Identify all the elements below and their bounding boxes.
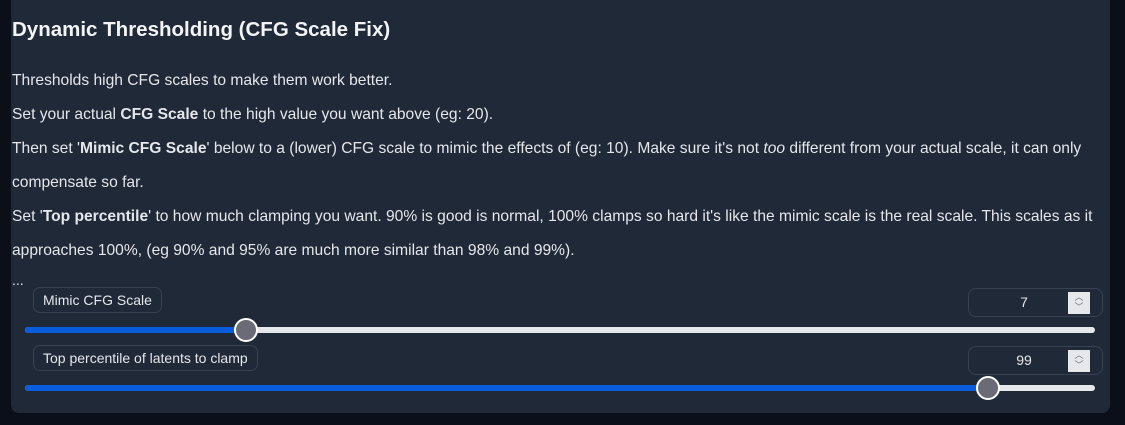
slider-thumb[interactable] [976, 376, 1000, 400]
ellipsis: ... [12, 272, 24, 288]
mimic-cfg-scale-input[interactable]: 7 ︿ ﹀ [968, 288, 1103, 317]
slider-thumb[interactable] [234, 318, 259, 342]
slider-fill [25, 385, 988, 391]
up-down-chevron-icon[interactable]: ︿ ﹀ [1068, 350, 1090, 372]
description: Thresholds high CFG scales to make them … [12, 64, 1097, 268]
mimic-cfg-scale-label: Mimic CFG Scale [33, 287, 162, 313]
top-percentile-label: Top percentile of latents to clamp [33, 345, 258, 371]
section-title: Dynamic Thresholding (CFG Scale Fix) [12, 18, 391, 41]
description-line-3: Then set 'Mimic CFG Scale' below to a (l… [12, 140, 1082, 191]
description-line-4: Set 'Top percentile' to how much clampin… [12, 208, 1093, 259]
dynamic-thresholding-panel [11, 0, 1110, 413]
description-line-1: Thresholds high CFG scales to make them … [12, 72, 393, 89]
top-percentile-slider[interactable] [25, 376, 1095, 400]
top-percentile-input[interactable]: 99 ︿ ﹀ [968, 346, 1103, 375]
up-down-chevron-icon[interactable]: ︿ ﹀ [1068, 292, 1090, 314]
slider-fill [25, 327, 247, 333]
mimic-cfg-scale-slider[interactable] [25, 318, 1095, 342]
mimic-cfg-scale-value[interactable]: 7 [1020, 294, 1028, 310]
top-percentile-value[interactable]: 99 [1016, 352, 1032, 368]
description-line-2: Set your actual CFG Scale to the high va… [12, 106, 494, 123]
